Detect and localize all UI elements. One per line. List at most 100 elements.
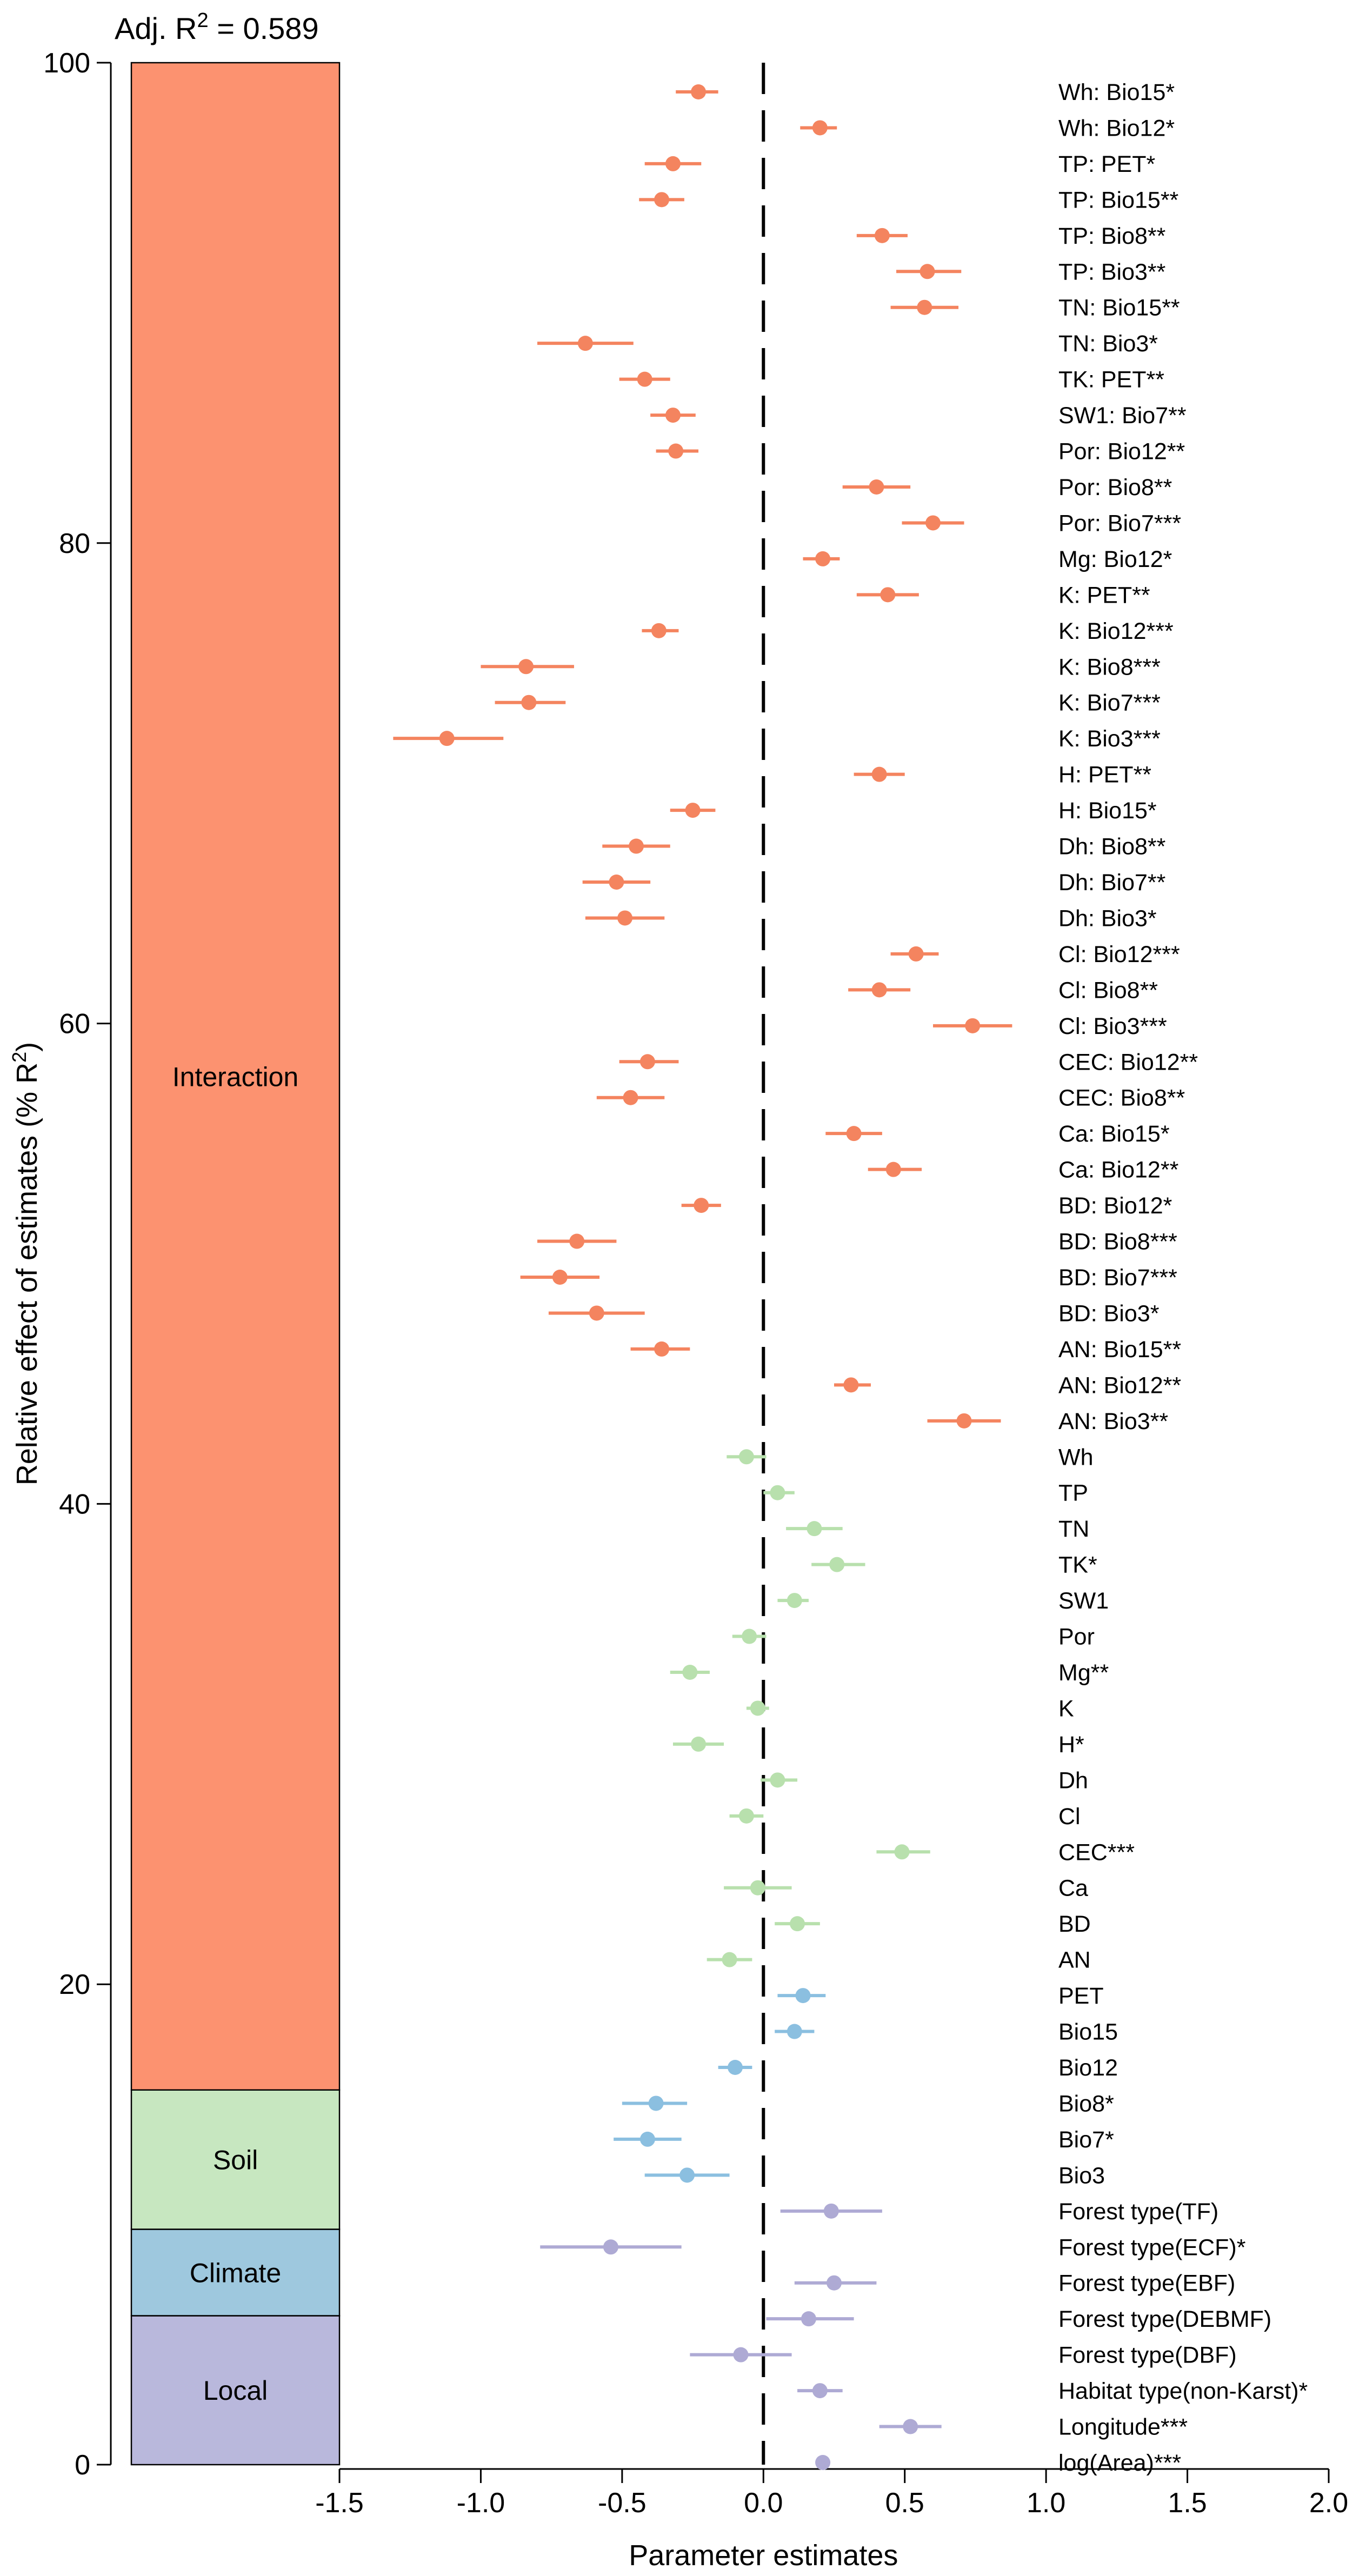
y-tick-label: 0 <box>75 2450 90 2481</box>
estimate-point <box>815 2455 831 2470</box>
y-tick-label: 80 <box>59 528 90 559</box>
estimate-point <box>903 2419 918 2434</box>
term-label: Forest type(ECF)* <box>1058 2234 1246 2260</box>
estimate-point <box>827 2275 842 2291</box>
estimate-point <box>738 1808 754 1824</box>
estimate-point <box>668 443 684 459</box>
term-label: log(Area)*** <box>1058 2450 1181 2476</box>
estimate-point <box>917 299 932 315</box>
estimate-point <box>738 1449 754 1465</box>
bar-segment-label: Soil <box>213 2145 258 2175</box>
term-label: K: Bio12*** <box>1058 618 1174 644</box>
estimate-point <box>691 1736 707 1752</box>
estimate-point <box>815 551 831 566</box>
x-tick-label: 0.0 <box>744 2487 783 2519</box>
estimate-point <box>823 2203 839 2219</box>
term-label: H* <box>1058 1732 1084 1758</box>
term-label: TP: Bio8** <box>1058 223 1166 249</box>
y-tick-label: 60 <box>59 1009 90 1040</box>
bar-segment-interaction <box>130 62 341 2091</box>
term-label: PET <box>1058 1983 1104 2009</box>
estimate-point <box>750 1700 765 1716</box>
estimate-point <box>609 875 624 890</box>
estimate-point <box>846 1126 862 1142</box>
term-label: K: PET** <box>1058 582 1150 608</box>
bar-segment-label: Interaction <box>172 1062 298 1092</box>
y-tick-label: 40 <box>59 1489 90 1520</box>
estimate-point <box>919 264 935 279</box>
estimate-point <box>569 1233 585 1249</box>
term-label: BD: Bio12* <box>1058 1193 1172 1219</box>
estimate-point <box>639 2131 655 2147</box>
estimate-point <box>603 2239 618 2255</box>
bar-segment-label: Climate <box>190 2258 281 2288</box>
term-label: Cl: Bio12*** <box>1058 942 1180 967</box>
term-label: TK: PET** <box>1058 367 1164 393</box>
term-label: Cl: Bio8** <box>1058 977 1158 1003</box>
term-label: Por: Bio8** <box>1058 475 1172 500</box>
term-label: AN: Bio3** <box>1058 1409 1168 1434</box>
estimate-point <box>728 2060 743 2075</box>
term-label: CEC: Bio8** <box>1058 1085 1185 1111</box>
bar-segment-local <box>130 2315 341 2466</box>
term-label: AN: Bio12** <box>1058 1372 1181 1398</box>
x-tick-label: -0.5 <box>598 2487 647 2519</box>
term-label: TP <box>1058 1480 1088 1506</box>
estimate-point <box>750 1880 765 1896</box>
term-label: TN <box>1058 1516 1089 1542</box>
term-label: Habitat type(non-Karst)* <box>1058 2378 1308 2404</box>
estimate-point <box>733 2347 749 2363</box>
estimate-point <box>874 228 890 243</box>
x-tick-label: 0.5 <box>885 2487 924 2519</box>
estimate-point <box>682 1665 698 1680</box>
estimate-point <box>871 982 887 998</box>
y-tick-label: 100 <box>43 48 90 79</box>
term-label: Por: Bio7*** <box>1058 510 1181 536</box>
estimate-point <box>623 1090 638 1105</box>
term-label: Dh: Bio7** <box>1058 870 1166 896</box>
term-label: Bio8* <box>1058 2091 1114 2117</box>
x-tick-label: 1.5 <box>1168 2487 1207 2519</box>
term-label: Forest type(EBF) <box>1058 2271 1235 2297</box>
estimate-point <box>787 1593 802 1609</box>
estimate-point <box>871 766 887 782</box>
adj-r2-value: = 0.589 <box>209 11 319 45</box>
bar-segment-climate <box>130 2228 341 2317</box>
adj-r2-annotation: Adj. R2 = 0.589 <box>115 9 319 45</box>
y-axis-title-end: ) <box>11 1042 43 1052</box>
estimate-point <box>829 1557 845 1572</box>
estimate-point <box>639 1054 655 1070</box>
term-label: AN: Bio15** <box>1058 1337 1181 1363</box>
term-label: Dh: Bio8** <box>1058 834 1166 860</box>
estimate-point <box>694 1198 709 1213</box>
estimate-point <box>691 84 707 99</box>
x-tick-label: 1.0 <box>1027 2487 1065 2519</box>
term-label: CEC*** <box>1058 1839 1135 1865</box>
estimate-point <box>956 1413 972 1429</box>
term-label: Forest type(DEBMF) <box>1058 2306 1271 2332</box>
estimate-point <box>925 515 941 531</box>
term-label: Ca: Bio15* <box>1058 1121 1170 1147</box>
estimate-point <box>654 192 670 208</box>
term-label: Forest type(DBF) <box>1058 2343 1237 2368</box>
estimate-point <box>787 2024 802 2039</box>
term-label: Por <box>1058 1624 1095 1650</box>
term-label: K: Bio7*** <box>1058 690 1161 716</box>
estimate-point <box>651 623 667 638</box>
estimate-point <box>965 1018 981 1033</box>
term-label: SW1: Bio7** <box>1058 403 1187 429</box>
term-label: Bio3 <box>1058 2163 1105 2188</box>
estimate-point <box>770 1485 785 1500</box>
term-label: K: Bio8*** <box>1058 654 1161 680</box>
x-axis-title: Parameter estimates <box>629 2539 898 2572</box>
estimate-point <box>648 2095 664 2111</box>
estimate-point <box>521 695 537 710</box>
term-label: BD: Bio8*** <box>1058 1229 1177 1255</box>
term-label: TN: Bio15** <box>1058 295 1180 321</box>
term-label: Ca <box>1058 1876 1088 1901</box>
estimate-point <box>908 946 924 962</box>
estimate-point <box>629 838 644 854</box>
term-label: TP: Bio3** <box>1058 259 1166 285</box>
term-label: TP: PET* <box>1058 151 1155 177</box>
